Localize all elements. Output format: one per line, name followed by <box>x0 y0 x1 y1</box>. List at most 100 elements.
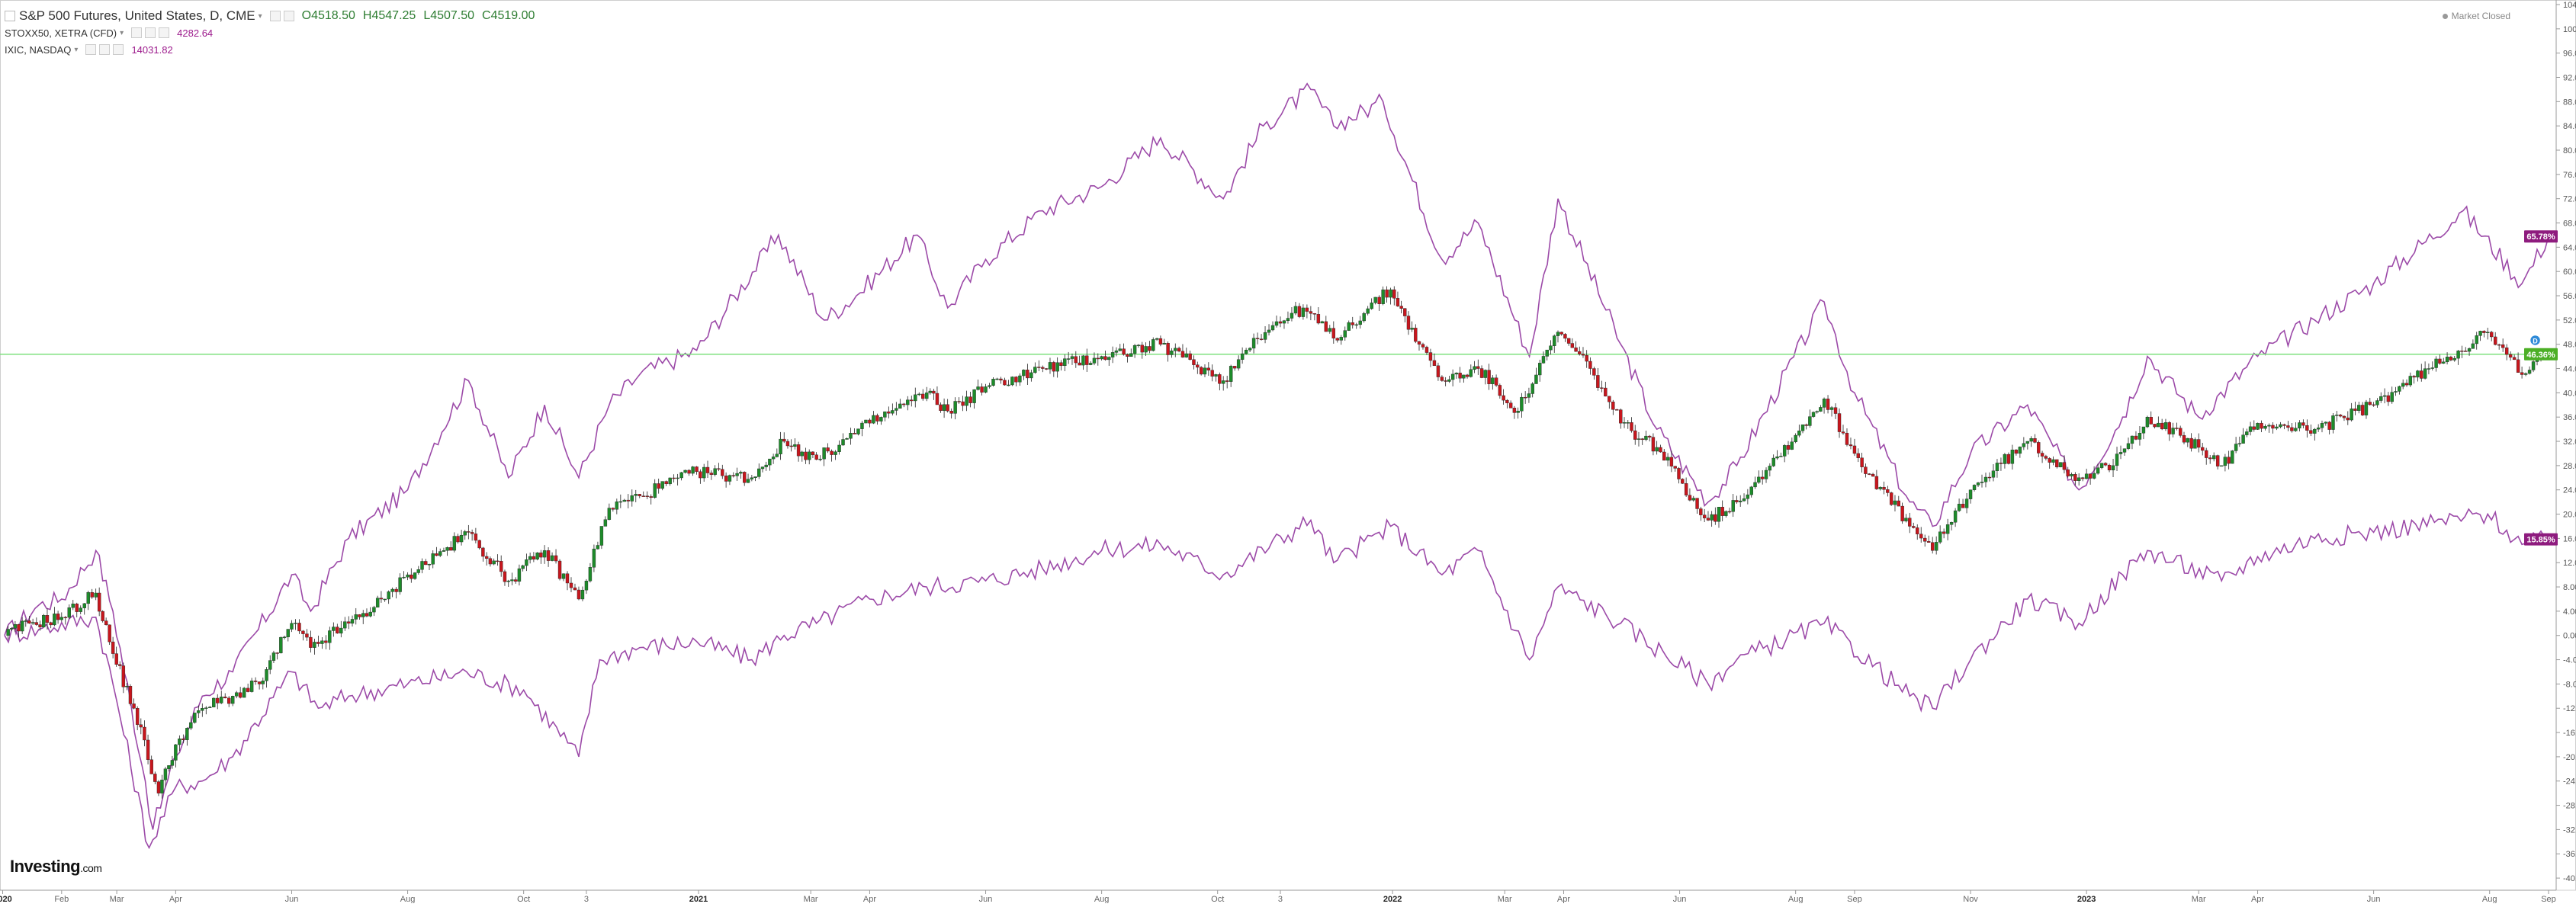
compare-label[interactable]: IXIC, NASDAQ <box>5 43 72 56</box>
candle-body <box>1158 338 1163 345</box>
candle-body <box>2486 332 2490 333</box>
candle-body <box>702 466 706 479</box>
collapse-legend-icon[interactable] <box>5 11 15 21</box>
chevron-down-icon[interactable]: ▾ <box>74 45 79 54</box>
candle-body <box>804 451 808 460</box>
candle-body <box>1085 355 1089 365</box>
candle-body <box>641 495 645 497</box>
visibility-icon[interactable] <box>145 27 156 38</box>
candle-body <box>1833 407 1838 414</box>
x-tick-label: 2020 <box>0 895 12 903</box>
candle-body <box>1259 338 1264 340</box>
visibility-icon[interactable] <box>99 44 111 55</box>
candle-body <box>634 494 638 496</box>
candle-body <box>676 477 679 479</box>
candle-body <box>121 665 126 687</box>
candle-body <box>2215 455 2220 466</box>
x-tick-label: Mar <box>2192 895 2206 903</box>
candle-body <box>375 598 380 607</box>
candle-body <box>2092 473 2096 479</box>
compare-value: 4282.64 <box>177 27 214 39</box>
candle-body <box>387 591 390 600</box>
candle-body <box>1764 470 1768 479</box>
chevron-down-icon[interactable]: ▾ <box>120 28 124 37</box>
candle-body <box>1995 463 1999 471</box>
candle-body <box>1399 306 1403 309</box>
candle-body <box>230 696 235 704</box>
candle-body <box>1166 343 1170 355</box>
investing-logo[interactable]: Investing.com <box>10 857 102 877</box>
candle-body <box>1512 408 1517 413</box>
candle-body <box>521 565 525 569</box>
candle-body <box>622 499 627 502</box>
candle-body <box>925 393 929 399</box>
candle-body <box>1688 495 1692 501</box>
candle-body <box>1494 377 1498 386</box>
candle-body <box>1644 435 1648 441</box>
compare-label[interactable]: STOXX50, XETRA (CFD) <box>5 27 117 39</box>
candle-body <box>1018 375 1022 383</box>
settings-icon[interactable] <box>269 11 281 21</box>
candle-body <box>995 378 999 380</box>
candle-body <box>416 569 420 573</box>
x-tick-label: Sep <box>1847 895 1862 903</box>
candle-body <box>683 470 687 473</box>
chevron-down-icon[interactable]: ▾ <box>258 11 262 21</box>
close-icon[interactable] <box>283 11 294 21</box>
candle-body <box>1026 370 1029 379</box>
candle-body <box>2364 402 2369 415</box>
candle-body <box>822 447 826 460</box>
close-icon[interactable] <box>113 44 124 55</box>
candle-body <box>1118 348 1122 351</box>
candle-body <box>599 526 604 546</box>
candle-body <box>1132 345 1137 354</box>
candle-body <box>630 495 634 502</box>
candle-body <box>1837 413 1842 432</box>
candle-body <box>750 477 754 479</box>
candle-body <box>343 621 347 629</box>
close-icon[interactable] <box>159 27 170 38</box>
candle-body <box>1938 531 1942 543</box>
x-tick-label: Jun <box>285 895 299 903</box>
candle-body <box>739 472 743 474</box>
candle-body <box>1604 387 1608 397</box>
candle-body <box>615 502 619 510</box>
candle-body <box>1184 353 1188 357</box>
candle-body <box>546 550 551 561</box>
candle-body <box>167 765 171 769</box>
candle-body <box>921 393 925 399</box>
candle-body <box>2080 477 2085 479</box>
settings-icon[interactable] <box>85 44 97 55</box>
candle-body <box>1236 359 1241 369</box>
candle-body <box>2490 332 2494 338</box>
candle-body <box>128 686 133 704</box>
candle-body <box>1619 409 1623 424</box>
candle-body <box>34 622 39 625</box>
candle-body <box>132 703 136 709</box>
candle-body <box>2357 405 2361 411</box>
candle-body <box>914 394 917 402</box>
y-tick-label: -28.00% <box>2563 802 2576 811</box>
candle-body <box>782 438 786 442</box>
candle-body <box>1148 346 1151 351</box>
candle-body <box>2014 450 2019 454</box>
candle-body <box>2145 417 2150 428</box>
candle-body <box>1611 402 1615 410</box>
candle-body <box>506 580 510 582</box>
candle-body <box>1126 354 1129 357</box>
candle-body <box>1531 383 1534 394</box>
candle-body <box>2275 426 2279 429</box>
candle-body <box>38 624 42 628</box>
y-tick-label: 96.00% <box>2563 50 2576 59</box>
settings-icon[interactable] <box>131 27 143 38</box>
candle-body <box>2260 422 2263 429</box>
instrument-title[interactable]: S&P 500 Futures, United States, D, CME <box>19 8 255 23</box>
candle-body <box>1871 473 1875 477</box>
market-status-text: Market Closed <box>2451 11 2510 21</box>
candle-body <box>2434 358 2438 368</box>
y-tick-label: 68.00% <box>2563 220 2576 229</box>
candle-body <box>1041 367 1045 369</box>
